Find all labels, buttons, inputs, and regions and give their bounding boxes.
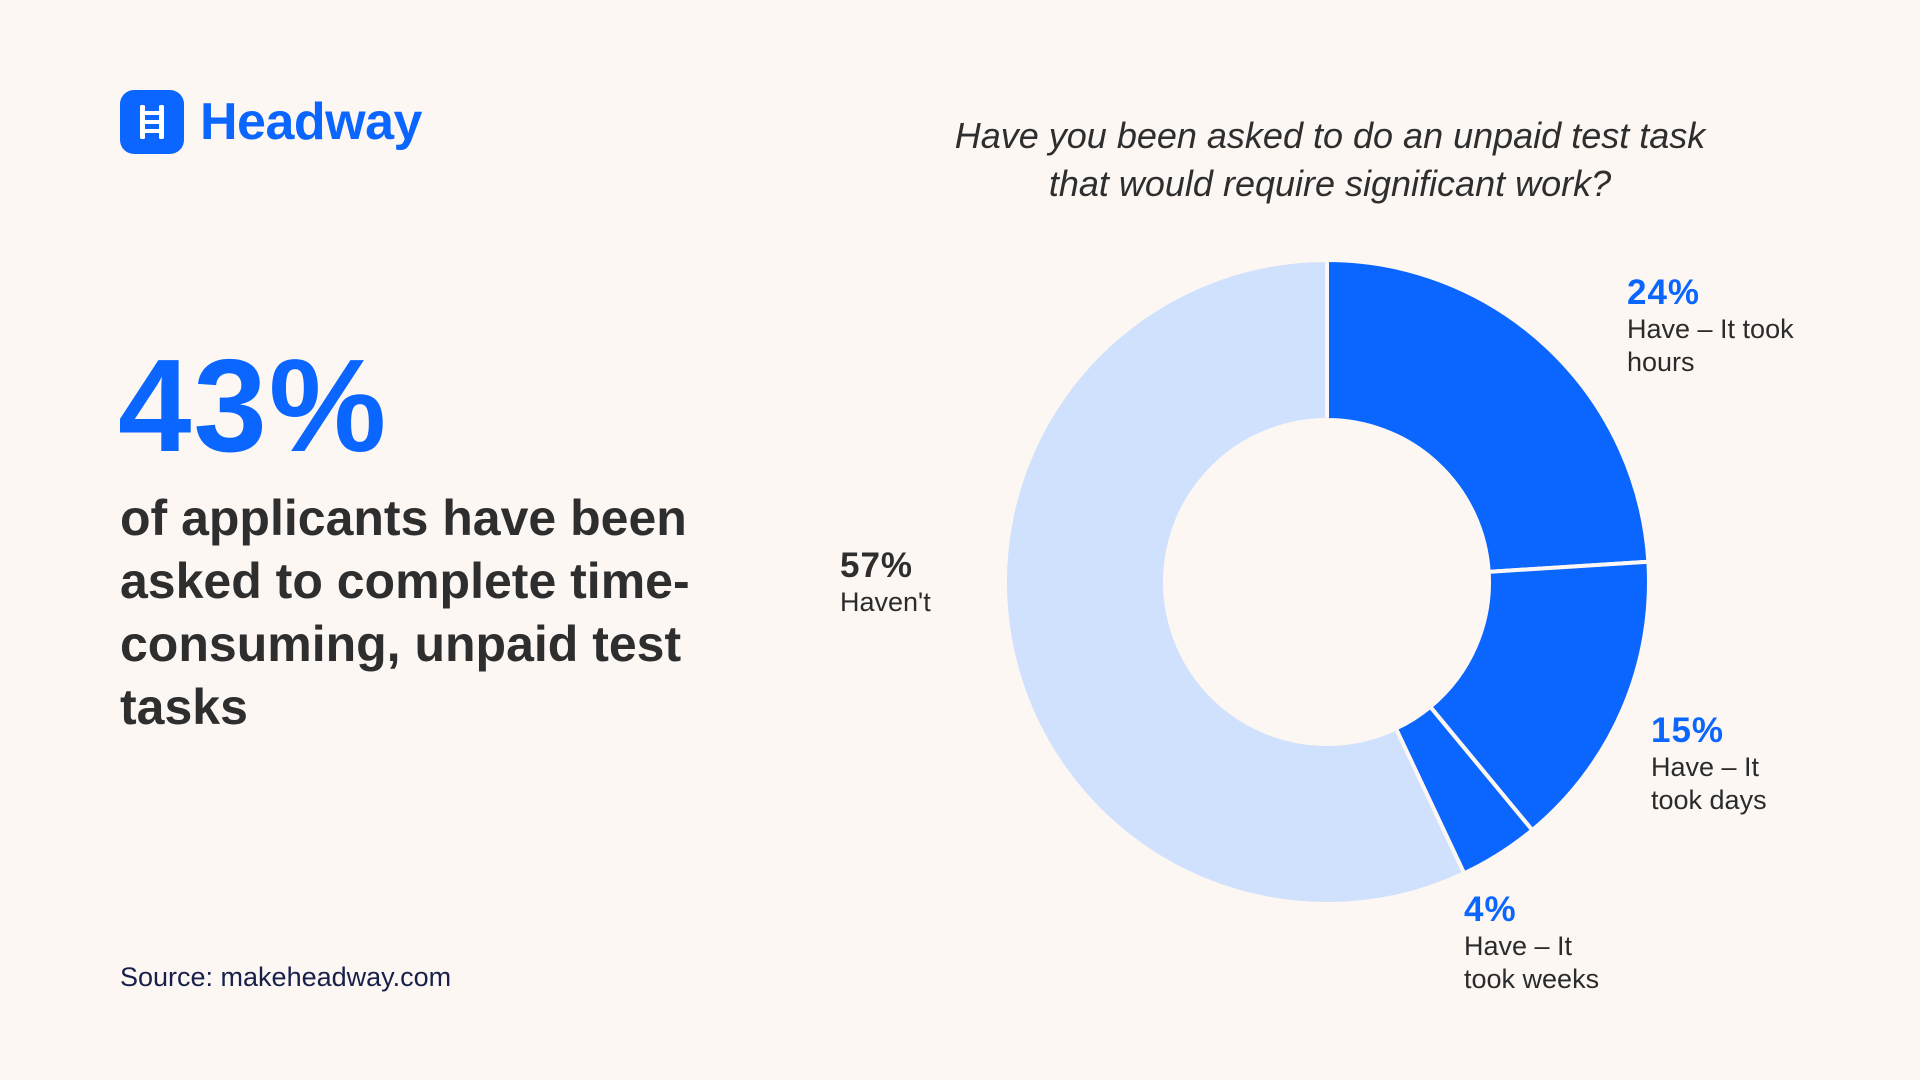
- slice-category-label: Have – It: [1651, 752, 1760, 782]
- slice-category-label: Have – It: [1464, 931, 1573, 961]
- slice-label-days: 15% Have – It took days: [1651, 711, 1767, 817]
- slice-value-label: 4%: [1464, 890, 1517, 929]
- headline-description: of applicants have been asked to complet…: [120, 490, 690, 735]
- chart-title-line: Have you been asked to do an unpaid test…: [954, 115, 1706, 156]
- chart-title-line: that would require significant work?: [1048, 163, 1612, 204]
- headline-stat: 43%: [118, 332, 389, 479]
- source-credit: Source: makeheadway.com: [120, 962, 452, 992]
- ladder-icon: [120, 90, 184, 154]
- slice-category-label: Have – It took: [1627, 314, 1794, 344]
- chart-title: Have you been asked to do an unpaid test…: [880, 112, 1780, 208]
- slice-value-label: 15%: [1651, 711, 1725, 750]
- slice-value-label: 57%: [840, 546, 914, 585]
- slice-category-label: Haven't: [840, 587, 931, 617]
- slice-category-label: hours: [1627, 347, 1695, 377]
- slice-label-hours: 24% Have – It took hours: [1627, 273, 1794, 379]
- slice-havent: [1003, 258, 1467, 906]
- slice-value-label: 24%: [1627, 273, 1701, 312]
- brand-name: Headway: [200, 93, 422, 151]
- slice-label-havent: 57% Haven't: [840, 546, 931, 619]
- slice-category-label: took weeks: [1464, 964, 1600, 994]
- slice-hours: [1325, 258, 1651, 574]
- brand-logo[interactable]: Headway: [120, 90, 422, 154]
- slice-days: [1428, 559, 1651, 833]
- slice-category-label: took days: [1651, 785, 1767, 815]
- slice-label-weeks: 4% Have – It took weeks: [1464, 890, 1599, 996]
